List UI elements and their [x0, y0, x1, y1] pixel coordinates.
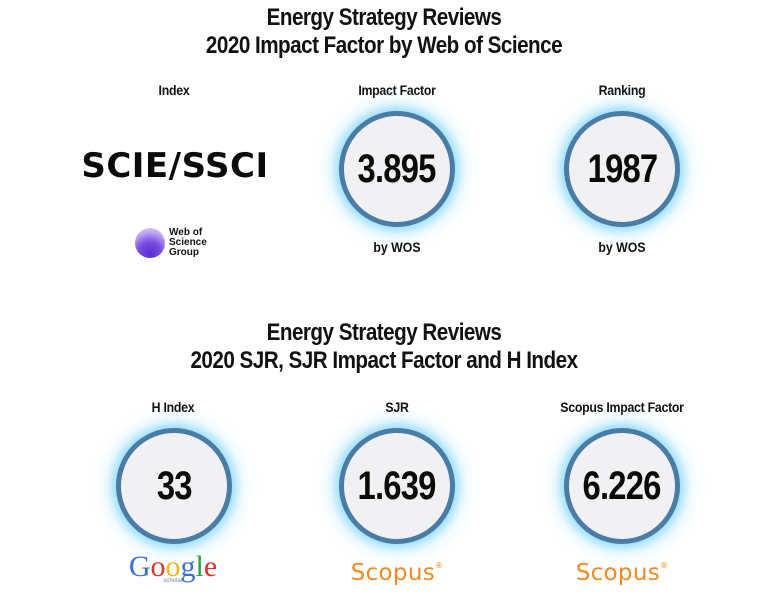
web-of-science-group-logo: Web of Science Group: [135, 228, 207, 258]
sjr-label: SJR: [385, 399, 409, 415]
sjr-value: 1.639: [357, 463, 437, 508]
google-scholar-logo: Google scholar: [73, 552, 273, 585]
h-index-circle: 33: [116, 428, 232, 544]
impact-factor-value: 3.895: [357, 146, 437, 191]
index-label: Index: [158, 82, 190, 98]
section1-title: Energy Strategy Reviews 2020 Impact Fact…: [54, 4, 714, 60]
google-scholar-subtext: scholar: [163, 578, 183, 584]
scopus-impact-factor-value: 6.226: [582, 463, 662, 508]
ranking-label: Ranking: [598, 82, 646, 98]
index-value: SCIE/SSCI: [81, 146, 269, 186]
h-index-value: 33: [156, 463, 193, 508]
impact-factor-circle: 3.895: [339, 111, 455, 227]
sjr-circle: 1.639: [339, 428, 455, 544]
wos-logo-text: Web of Science Group: [169, 227, 207, 258]
section1-title-line2: 2020 Impact Factor by Web of Science: [205, 32, 563, 59]
section1-title-line1: Energy Strategy Reviews: [266, 4, 502, 31]
h-index-label: H Index: [151, 399, 195, 415]
scopus-logo: Scopus®: [350, 560, 444, 586]
ranking-value: 1987: [587, 146, 658, 191]
section2-title-line1: Energy Strategy Reviews: [266, 319, 502, 346]
ranking-circle: 1987: [564, 111, 680, 227]
scopus-impact-factor-label: Scopus Impact Factor: [560, 399, 684, 415]
scopus-impact-factor-circle: 6.226: [564, 428, 680, 544]
section2-title-line2: 2020 SJR, SJR Impact Factor and H Index: [190, 347, 578, 374]
scopus-logo: Scopus®: [575, 560, 669, 586]
impact-factor-source: by WOS: [373, 239, 421, 255]
section2-title: Energy Strategy Reviews 2020 SJR, SJR Im…: [54, 319, 714, 375]
impact-factor-label: Impact Factor: [358, 82, 436, 98]
wos-orb-icon: [135, 228, 165, 258]
ranking-source: by WOS: [598, 239, 646, 255]
